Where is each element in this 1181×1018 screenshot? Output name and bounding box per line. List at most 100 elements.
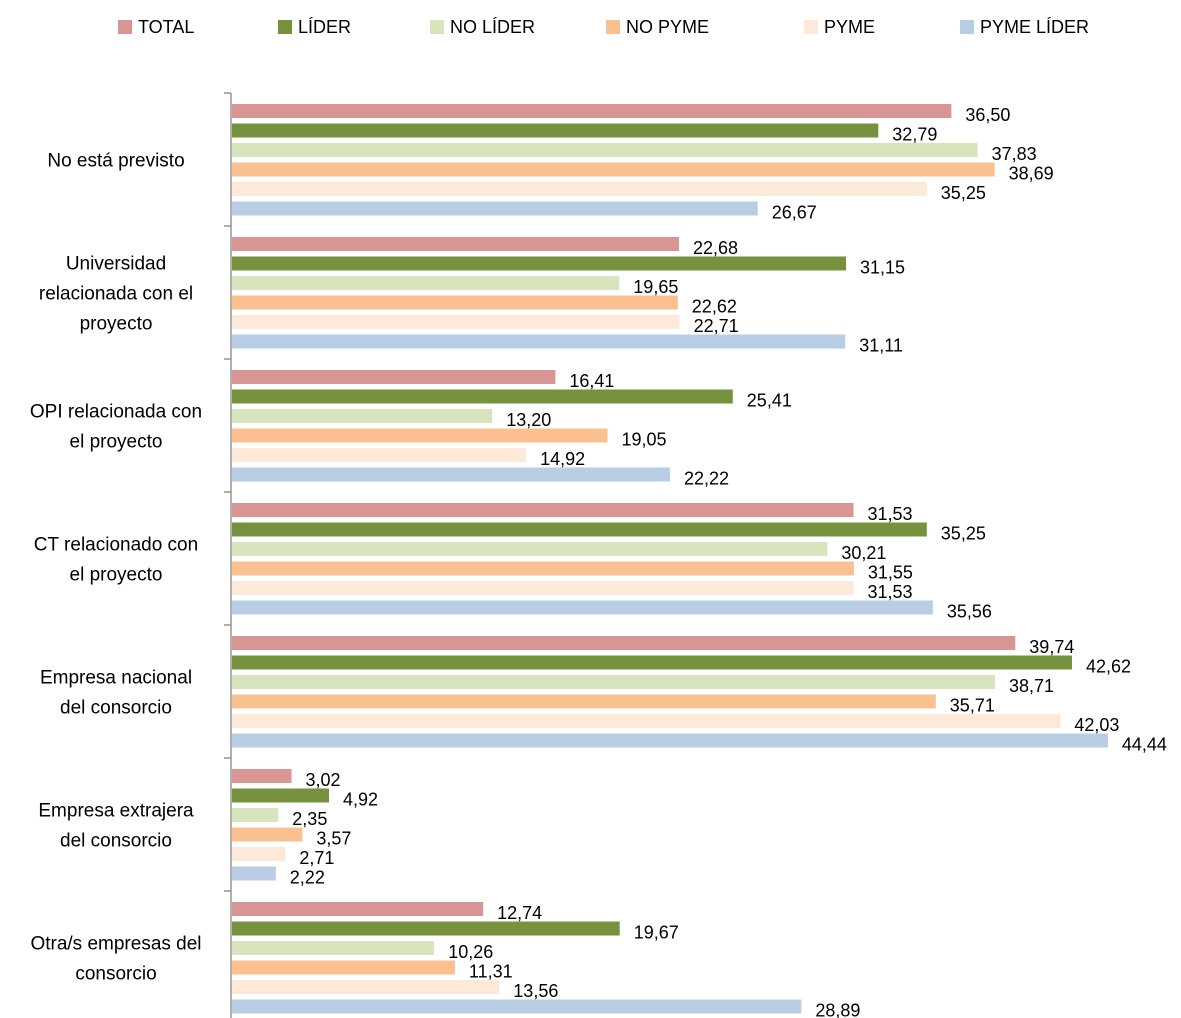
bar-pyme-universidad-relacionada-con-el-proyecto bbox=[232, 315, 680, 329]
legend: TOTAL LÍDER NO LÍDER NO PYME PYME PYME LÍDER bbox=[0, 14, 1181, 40]
value-label-no-pyme-empresa-nacional-del-consorcio: 35,71 bbox=[950, 696, 995, 716]
bar-pyme-lider-empresa-nacional-del-consorcio bbox=[232, 733, 1108, 748]
category-label-universidad-relacionada-con-el-proyecto: Universidad relacionada con el proyecto bbox=[39, 254, 193, 335]
value-label-no-pyme-opi-relacionada-con-el-proyecto: 19,05 bbox=[622, 430, 667, 450]
bar-pyme-lider-empresa-extrajera-del-consorcio bbox=[232, 866, 276, 881]
value-label-lider-opi-relacionada-con-el-proyecto: 25,41 bbox=[747, 391, 792, 411]
bar-pyme-otra-s-empresas-del-consorcio bbox=[232, 980, 500, 994]
value-label-pyme-lider-empresa-extrajera-del-consorcio: 2,22 bbox=[290, 868, 325, 888]
legend-label: PYME bbox=[824, 16, 876, 37]
legend-item-no-pyme: NO PYME bbox=[606, 14, 709, 40]
legend-label: TOTAL bbox=[138, 16, 195, 37]
category-label-otra-s-empresas-del-consorcio: Otra/s empresas del consorcio bbox=[30, 934, 201, 985]
category-label-empresa-nacional-del-consorcio: Empresa nacional del consorcio bbox=[40, 668, 192, 719]
value-label-no-lider-universidad-relacionada-con-el-proyecto: 19,65 bbox=[633, 277, 678, 297]
category-label-line: CT relacionado con bbox=[34, 535, 198, 556]
legend-swatch bbox=[960, 20, 974, 34]
category-label-line: del consorcio bbox=[60, 698, 172, 719]
value-label-no-lider-opi-relacionada-con-el-proyecto: 13,20 bbox=[506, 410, 551, 430]
bar-pyme-lider-otra-s-empresas-del-consorcio bbox=[232, 999, 802, 1014]
category-label-no-esta-previsto: No está previsto bbox=[47, 151, 184, 172]
value-label-pyme-lider-empresa-nacional-del-consorcio: 44,44 bbox=[1122, 735, 1167, 755]
value-label-no-lider-otra-s-empresas-del-consorcio: 10,26 bbox=[448, 942, 493, 962]
value-label-total-otra-s-empresas-del-consorcio: 12,74 bbox=[497, 903, 542, 923]
category-label-opi-relacionada-con-el-proyecto: OPI relacionada con el proyecto bbox=[30, 402, 202, 453]
value-label-pyme-universidad-relacionada-con-el-proyecto: 22,71 bbox=[694, 316, 739, 336]
bar-total-otra-s-empresas-del-consorcio bbox=[232, 902, 484, 916]
value-label-pyme-ct-relacionado-con-el-proyecto: 31,53 bbox=[868, 582, 913, 602]
value-label-lider-empresa-extrajera-del-consorcio: 4,92 bbox=[343, 790, 378, 810]
bar-no-lider-otra-s-empresas-del-consorcio bbox=[232, 941, 435, 955]
bar-pyme-empresa-extrajera-del-consorcio bbox=[232, 847, 286, 861]
value-label-no-pyme-otra-s-empresas-del-consorcio: 11,31 bbox=[469, 962, 513, 982]
value-label-total-no-esta-previsto: 36,50 bbox=[965, 105, 1010, 125]
bar-lider-universidad-relacionada-con-el-proyecto bbox=[232, 256, 846, 271]
legend-item-lider: LÍDER bbox=[278, 14, 351, 40]
legend-item-pyme: PYME bbox=[804, 14, 875, 40]
bar-no-lider-ct-relacionado-con-el-proyecto bbox=[232, 542, 828, 556]
bar-total-opi-relacionada-con-el-proyecto bbox=[232, 370, 556, 384]
bar-no-lider-no-esta-previsto bbox=[232, 143, 978, 157]
category-label-line: proyecto bbox=[80, 314, 153, 335]
bar-pyme-lider-ct-relacionado-con-el-proyecto bbox=[232, 600, 933, 615]
value-label-no-lider-no-esta-previsto: 37,83 bbox=[992, 144, 1037, 164]
category-label-line: relacionada con el bbox=[39, 284, 193, 305]
bar-no-pyme-ct-relacionado-con-el-proyecto bbox=[232, 561, 854, 576]
value-label-lider-ct-relacionado-con-el-proyecto: 35,25 bbox=[941, 524, 986, 544]
bar-no-lider-empresa-nacional-del-consorcio bbox=[232, 675, 995, 689]
category-label-line: No está previsto bbox=[47, 151, 184, 172]
bar-no-pyme-otra-s-empresas-del-consorcio bbox=[232, 960, 455, 975]
category-label-line: Empresa extrajera bbox=[38, 801, 194, 822]
value-label-pyme-lider-universidad-relacionada-con-el-proyecto: 31,11 bbox=[859, 336, 903, 356]
value-label-total-universidad-relacionada-con-el-proyecto: 22,68 bbox=[693, 238, 738, 258]
category-label-empresa-extrajera-del-consorcio: Empresa extrajera del consorcio bbox=[38, 801, 194, 852]
value-label-pyme-empresa-nacional-del-consorcio: 42,03 bbox=[1074, 715, 1119, 735]
category-label-ct-relacionado-con-el-proyecto: CT relacionado con el proyecto bbox=[34, 535, 198, 586]
value-label-pyme-lider-opi-relacionada-con-el-proyecto: 22,22 bbox=[684, 469, 729, 489]
bar-no-pyme-empresa-nacional-del-consorcio bbox=[232, 694, 936, 709]
bar-total-empresa-extrajera-del-consorcio bbox=[232, 769, 292, 783]
value-label-no-pyme-no-esta-previsto: 38,69 bbox=[1009, 164, 1054, 184]
bar-pyme-no-esta-previsto bbox=[232, 182, 927, 196]
category-label-line: Universidad bbox=[66, 254, 166, 275]
bar-total-no-esta-previsto bbox=[232, 104, 952, 118]
bar-pyme-lider-opi-relacionada-con-el-proyecto bbox=[232, 467, 670, 482]
bar-no-lider-opi-relacionada-con-el-proyecto bbox=[232, 409, 493, 423]
legend-label: PYME LÍDER bbox=[980, 16, 1090, 37]
bar-pyme-opi-relacionada-con-el-proyecto bbox=[232, 448, 527, 462]
bar-no-pyme-no-esta-previsto bbox=[232, 162, 995, 177]
legend-item-total: TOTAL bbox=[118, 14, 194, 40]
bar-no-lider-universidad-relacionada-con-el-proyecto bbox=[232, 276, 620, 290]
legend-label: NO LÍDER bbox=[450, 16, 536, 37]
value-label-no-pyme-ct-relacionado-con-el-proyecto: 31,55 bbox=[868, 563, 913, 583]
bar-no-lider-empresa-extrajera-del-consorcio bbox=[232, 808, 279, 822]
legend-swatch bbox=[278, 20, 292, 34]
bar-lider-ct-relacionado-con-el-proyecto bbox=[232, 522, 927, 537]
legend-swatch bbox=[118, 20, 132, 34]
bar-total-universidad-relacionada-con-el-proyecto bbox=[232, 237, 679, 251]
category-label-line: del consorcio bbox=[60, 831, 172, 852]
value-label-pyme-lider-otra-s-empresas-del-consorcio: 28,89 bbox=[815, 1001, 860, 1018]
bar-pyme-lider-no-esta-previsto bbox=[232, 201, 758, 216]
value-label-pyme-otra-s-empresas-del-consorcio: 13,56 bbox=[513, 981, 558, 1001]
bar-pyme-ct-relacionado-con-el-proyecto bbox=[232, 581, 854, 595]
legend-label: NO PYME bbox=[626, 16, 710, 37]
bar-lider-empresa-nacional-del-consorcio bbox=[232, 655, 1072, 670]
value-label-lider-empresa-nacional-del-consorcio: 42,62 bbox=[1086, 657, 1131, 677]
bar-total-empresa-nacional-del-consorcio bbox=[232, 636, 1016, 650]
value-label-total-empresa-nacional-del-consorcio: 39,74 bbox=[1029, 637, 1074, 657]
legend-swatch bbox=[804, 20, 818, 34]
value-label-no-pyme-universidad-relacionada-con-el-proyecto: 22,62 bbox=[692, 297, 737, 317]
category-label-line: Empresa nacional bbox=[40, 668, 192, 689]
value-label-pyme-opi-relacionada-con-el-proyecto: 14,92 bbox=[540, 449, 585, 469]
legend-item-no-lider: NO LÍDER bbox=[430, 14, 535, 40]
value-label-lider-otra-s-empresas-del-consorcio: 19,67 bbox=[634, 923, 679, 943]
bar-lider-no-esta-previsto bbox=[232, 123, 879, 138]
value-label-no-lider-ct-relacionado-con-el-proyecto: 30,21 bbox=[841, 543, 886, 563]
bar-no-pyme-universidad-relacionada-con-el-proyecto bbox=[232, 295, 678, 310]
value-label-total-ct-relacionado-con-el-proyecto: 31,53 bbox=[868, 504, 913, 524]
bar-lider-otra-s-empresas-del-consorcio bbox=[232, 921, 620, 936]
value-label-no-lider-empresa-extrajera-del-consorcio: 2,35 bbox=[292, 809, 327, 829]
